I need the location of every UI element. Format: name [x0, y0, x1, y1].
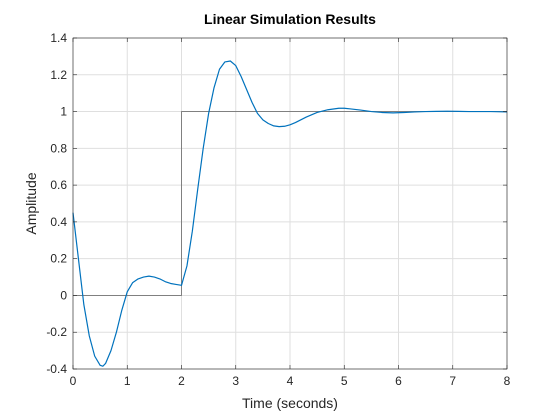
y-tick-label: 1.4 [50, 31, 67, 45]
x-tick-label: 6 [395, 374, 402, 388]
y-tick-label: -0.4 [46, 362, 67, 376]
input-series-line [73, 111, 507, 296]
response-series-line [72, 60, 508, 367]
x-tick-label: 3 [232, 374, 239, 388]
y-tick-label: 0.6 [50, 178, 67, 192]
y-axis-label: Amplitude [23, 172, 39, 234]
x-tick-label: 8 [504, 374, 511, 388]
y-tick-label: 0.4 [50, 215, 67, 229]
series-layer [72, 60, 508, 367]
y-axis-ticks: -0.4 -0.2 0 0.2 0.4 0.6 0.8 1 1.2 1.4 [46, 31, 507, 376]
x-tick-label: 0 [70, 374, 77, 388]
x-tick-label: 7 [449, 374, 456, 388]
y-tick-label: 0.8 [50, 141, 67, 155]
y-tick-label: 1.2 [50, 68, 67, 82]
x-tick-label: 5 [341, 374, 348, 388]
y-tick-label: 0 [60, 288, 67, 302]
x-tick-label: 2 [178, 374, 185, 388]
y-tick-label: 0.2 [50, 252, 67, 266]
y-tick-label: -0.2 [46, 325, 67, 339]
chart-title: Linear Simulation Results [204, 11, 376, 27]
x-axis-ticks: 0 1 2 3 4 5 6 7 8 [70, 38, 511, 388]
x-tick-label: 4 [287, 374, 294, 388]
x-axis-label: Time (seconds) [242, 395, 338, 411]
x-tick-label: 1 [124, 374, 131, 388]
y-tick-label: 1 [60, 105, 67, 119]
